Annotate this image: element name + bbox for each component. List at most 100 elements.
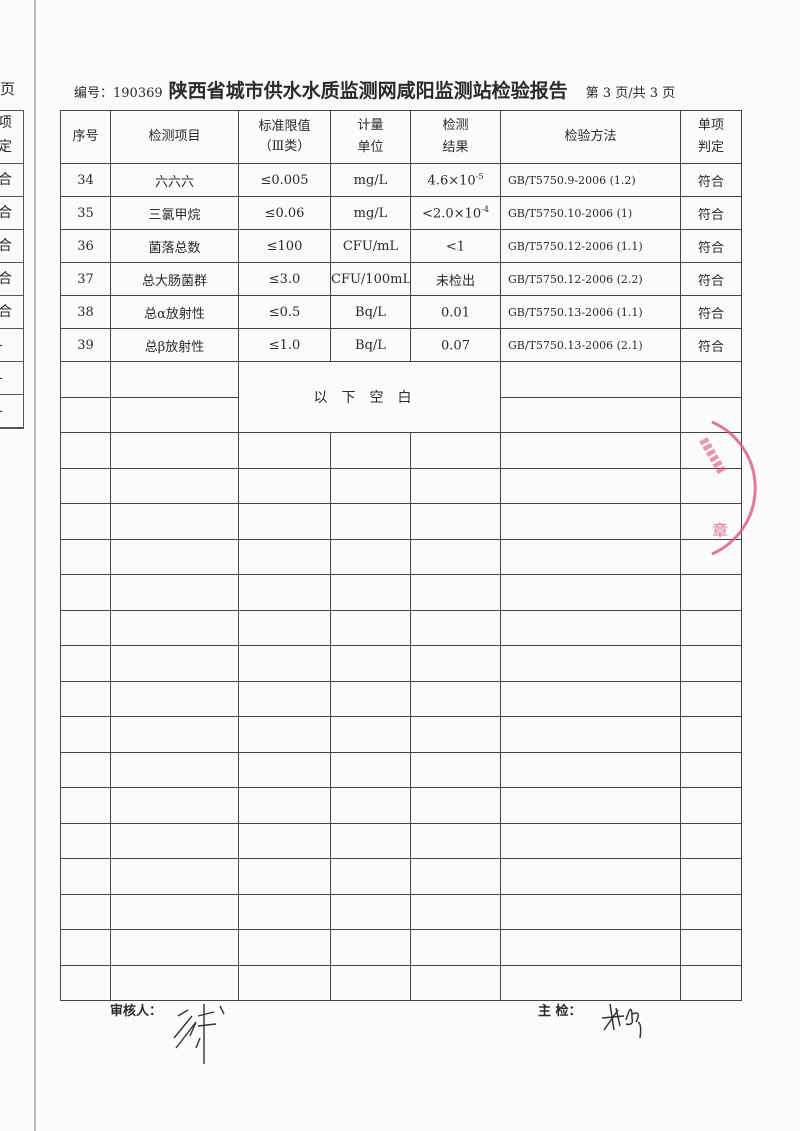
empty-row xyxy=(60,822,742,859)
empty-cell xyxy=(680,680,742,717)
empty-row xyxy=(60,716,742,753)
cell-limit: ≤0.005 xyxy=(238,163,331,197)
empty-cell xyxy=(110,609,239,646)
empty-cell xyxy=(330,432,411,469)
empty-cell xyxy=(330,929,411,966)
previous-cell: - xyxy=(0,329,23,362)
empty-cell xyxy=(410,751,501,788)
empty-cell xyxy=(60,361,111,398)
empty-cell xyxy=(60,787,111,824)
cell-result: 未检出 xyxy=(410,262,501,296)
empty-cell xyxy=(410,680,501,717)
header-item: 检测项目 xyxy=(110,110,239,164)
empty-cell xyxy=(410,538,501,575)
empty-cell xyxy=(60,609,111,646)
cell-unit: mg/L xyxy=(330,196,411,230)
empty-cell xyxy=(110,467,239,504)
empty-cell xyxy=(680,361,742,398)
empty-cell xyxy=(238,964,331,1001)
cell-result: 4.6×10-5 xyxy=(410,163,501,197)
cell-result: 0.07 xyxy=(410,328,501,362)
empty-cell xyxy=(410,503,501,540)
cell-limit: ≤0.5 xyxy=(238,295,331,329)
empty-cell xyxy=(238,574,331,611)
empty-cell xyxy=(238,538,331,575)
empty-cell xyxy=(330,645,411,682)
previous-cell: 合 xyxy=(0,164,23,197)
cell-method: GB/T5750.9-2006 (1.2) xyxy=(500,163,681,197)
empty-row xyxy=(60,538,742,575)
empty-cell xyxy=(110,751,239,788)
report-title: 陕西省城市供水水质监测网咸阳监测站检验报告 xyxy=(168,80,568,102)
empty-cell xyxy=(330,893,411,930)
empty-cell xyxy=(238,609,331,646)
empty-cell xyxy=(60,574,111,611)
previous-page-fragment: 页 xyxy=(0,80,16,98)
cell-no: 37 xyxy=(60,262,111,296)
header-limit: 标准限值 （Ⅲ类） xyxy=(238,110,331,164)
previous-cell: 合 xyxy=(0,263,23,296)
empty-cell xyxy=(410,964,501,1001)
cell-unit: CFU/mL xyxy=(330,229,411,263)
empty-cell xyxy=(410,822,501,859)
empty-cell xyxy=(680,432,742,469)
previous-page-edge: 页 项定 合 合 合 合 合 - - - xyxy=(0,0,36,1131)
empty-cell xyxy=(238,858,331,895)
cell-unit: Bq/L xyxy=(330,328,411,362)
empty-cell xyxy=(680,645,742,682)
empty-cell xyxy=(238,893,331,930)
cell-verdict: 符合 xyxy=(680,262,742,296)
empty-cell xyxy=(680,609,742,646)
empty-cell xyxy=(110,929,239,966)
empty-cell xyxy=(60,716,111,753)
empty-cell xyxy=(110,432,239,469)
empty-cell xyxy=(238,716,331,753)
empty-cell xyxy=(410,609,501,646)
empty-cell xyxy=(410,716,501,753)
results-table: 序号 检测项目 标准限值 （Ⅲ类） 计量单位 检测结果 检验方法 单项判定 34 六… xyxy=(60,110,742,1001)
empty-row xyxy=(60,396,742,433)
cell-limit: ≤100 xyxy=(238,229,331,263)
empty-cell xyxy=(500,929,681,966)
empty-cell xyxy=(500,822,681,859)
empty-cell xyxy=(60,964,111,1001)
empty-cell xyxy=(60,503,111,540)
page-info: 第 3 页/共 3 页 xyxy=(585,86,676,101)
empty-cell xyxy=(680,396,742,433)
empty-row xyxy=(60,432,742,469)
header-verdict: 单项判定 xyxy=(680,110,742,164)
empty-cell xyxy=(110,645,239,682)
header-result: 检测结果 xyxy=(410,110,501,164)
empty-cell xyxy=(330,822,411,859)
empty-cell xyxy=(110,538,239,575)
empty-cell xyxy=(500,645,681,682)
empty-cell xyxy=(410,893,501,930)
empty-cell xyxy=(330,858,411,895)
empty-row xyxy=(60,609,742,646)
cell-item: 总大肠菌群 xyxy=(110,262,239,296)
table-row: 37 总大肠菌群 ≤3.0 CFU/100mL 未检出 GB/T5750.12-2006 … xyxy=(60,262,742,296)
empty-cell xyxy=(110,858,239,895)
empty-cell xyxy=(500,680,681,717)
blank-note: 以下空白 xyxy=(238,361,501,433)
empty-cell xyxy=(500,432,681,469)
empty-cell xyxy=(410,858,501,895)
cell-method: GB/T5750.10-2006 (1) xyxy=(500,196,681,230)
previous-cell: 合 xyxy=(0,197,23,230)
cell-method: GB/T5750.13-2006 (2.1) xyxy=(500,328,681,362)
cell-item: 菌落总数 xyxy=(110,229,239,263)
empty-cell xyxy=(680,822,742,859)
empty-cell xyxy=(680,716,742,753)
empty-cell xyxy=(60,538,111,575)
empty-row xyxy=(60,858,742,895)
cell-verdict: 符合 xyxy=(680,229,742,263)
table-row: 38 总α放射性 ≤0.5 Bq/L 0.01 GB/T5750.13-2006 (1.1… xyxy=(60,295,742,329)
previous-header-fragment: 项定 xyxy=(0,111,23,164)
empty-cell xyxy=(238,751,331,788)
empty-row xyxy=(60,787,742,824)
empty-cell xyxy=(680,858,742,895)
previous-page-table-fragment: 项定 合 合 合 合 合 - - - xyxy=(0,110,24,429)
empty-cell xyxy=(500,609,681,646)
table-header-row: 序号 检测项目 标准限值 （Ⅲ类） 计量单位 检测结果 检验方法 单项判定 xyxy=(60,110,742,164)
header-no: 序号 xyxy=(60,110,111,164)
